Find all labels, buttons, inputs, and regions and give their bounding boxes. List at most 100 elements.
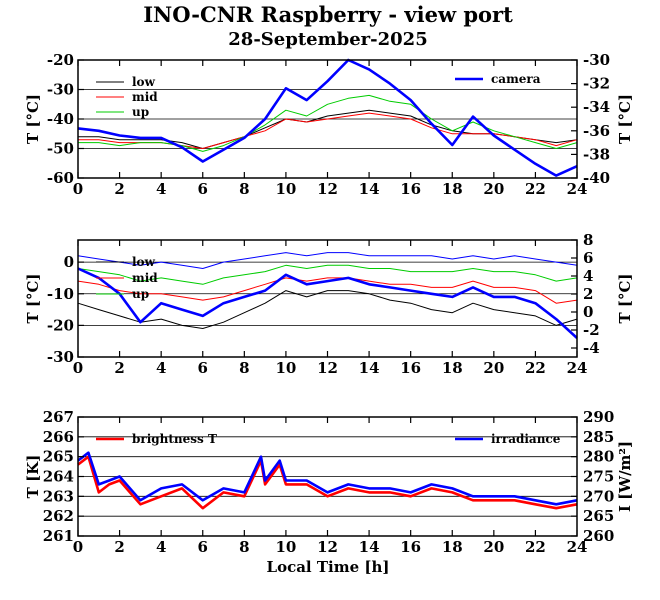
x-tick-label: 16 [400, 180, 421, 198]
y-right-tick-label: 2 [583, 285, 593, 303]
x-tick-label: 18 [442, 359, 463, 377]
y-right-tick-label: -4 [583, 339, 600, 357]
y-right-tick-label: -32 [583, 75, 610, 93]
x-tick-label: 24 [567, 359, 588, 377]
x-tick-label: 2 [114, 180, 124, 198]
x-tick-label: 22 [525, 538, 546, 556]
x-tick-label: 4 [156, 538, 166, 556]
x-tick-label: 18 [442, 538, 463, 556]
series-line-green [77, 264, 578, 285]
chart-date: 28-September-2025 [228, 29, 427, 50]
x-tick-label: 0 [73, 359, 83, 377]
legend-label: mid [132, 90, 158, 104]
y-tick-label: -20 [47, 51, 74, 69]
y-right-tick-label: 285 [583, 428, 614, 446]
y-right-axis-label: I [W/m²] [616, 441, 634, 512]
x-tick-label: 20 [483, 180, 504, 198]
legend-label: mid [132, 271, 158, 285]
x-tick-label: 24 [567, 180, 588, 198]
y-tick-label: 0 [64, 253, 74, 271]
legend-label: up [132, 287, 149, 301]
chart-title: INO-CNR Raspberry - view port [143, 2, 513, 27]
series-line-camera [77, 267, 578, 339]
y-tick-label: -30 [47, 81, 74, 99]
y-tick-label: 267 [43, 408, 74, 426]
x-tick-label: 22 [525, 180, 546, 198]
y-tick-label: 265 [43, 448, 74, 466]
x-tick-label: 20 [483, 359, 504, 377]
x-tick-label: 10 [275, 180, 296, 198]
legend-label: low [132, 255, 156, 269]
y-tick-label: 261 [43, 527, 74, 545]
series-line-irradiance [77, 451, 578, 506]
series-line-black [77, 290, 578, 329]
y-tick-label: -40 [47, 110, 74, 128]
series-line-brightness-T [77, 455, 578, 510]
y-right-tick-label: 6 [583, 249, 593, 267]
y-right-tick-label: -38 [583, 145, 610, 163]
x-tick-label: 22 [525, 359, 546, 377]
y-right-tick-label: 280 [583, 448, 614, 466]
y-right-tick-label: 265 [583, 507, 614, 525]
panel-top: 0 2 4 6 8 10 12 14 16 18 20 22 24-20-30-40-50-60-30-… [24, 51, 634, 198]
y-tick-label: 262 [43, 507, 74, 525]
y-right-axis-label: T [°C] [616, 273, 634, 323]
x-tick-label: 12 [317, 359, 338, 377]
series-line-blue [77, 252, 578, 269]
series-line-mid [78, 112, 578, 149]
x-tick-label: 8 [239, 538, 249, 556]
x-tick-label: 24 [567, 538, 588, 556]
y-right-tick-label: 0 [583, 303, 593, 321]
y-right-axis-label: T [°C] [616, 94, 634, 144]
x-tick-label: 20 [483, 538, 504, 556]
x-tick-label: 8 [239, 359, 249, 377]
x-tick-label: 2 [114, 359, 124, 377]
legend-label: irradiance [491, 432, 561, 446]
y-tick-label: -10 [47, 285, 74, 303]
y-tick-label: 263 [43, 487, 74, 505]
y-tick-label: -60 [47, 169, 74, 187]
y-right-tick-label: 8 [583, 231, 593, 249]
panel-middle: 0 2 4 6 8 10 12 14 16 18 20 22 240-10-20-3086420-2-4… [24, 231, 634, 377]
y-right-tick-label: 290 [583, 408, 614, 426]
y-tick-label: -20 [47, 316, 74, 334]
y-right-tick-label: 270 [583, 487, 614, 505]
x-tick-label: 14 [359, 538, 380, 556]
y-axis-label: T [°C] [24, 273, 42, 323]
x-tick-label: 2 [114, 538, 124, 556]
series-line-red [77, 277, 578, 304]
y-right-tick-label: -30 [583, 51, 610, 69]
y-right-tick-label: -36 [583, 122, 610, 140]
x-tick-label: 12 [317, 180, 338, 198]
x-tick-label: 18 [442, 180, 463, 198]
y-right-tick-label: -34 [583, 98, 610, 116]
x-tick-label: 16 [400, 359, 421, 377]
x-tick-label: 16 [400, 538, 421, 556]
y-axis-label: T [K] [24, 455, 42, 499]
y-tick-label: 266 [43, 428, 74, 446]
x-tick-label: 0 [73, 538, 83, 556]
x-tick-label: 4 [156, 359, 166, 377]
x-tick-label: 10 [275, 538, 296, 556]
legend-label: brightness T [132, 432, 217, 446]
x-tick-label: 0 [73, 180, 83, 198]
x-tick-label: 14 [359, 180, 380, 198]
legend-label: camera [491, 72, 541, 86]
x-tick-label: 6 [198, 180, 208, 198]
y-axis-label: T [°C] [24, 94, 42, 144]
x-tick-label: 12 [317, 538, 338, 556]
y-right-tick-label: 260 [583, 527, 614, 545]
y-tick-label: -50 [47, 140, 74, 158]
series-line-camera [77, 58, 578, 177]
x-tick-label: 6 [198, 538, 208, 556]
x-tick-label: 14 [359, 359, 380, 377]
legend-label: up [132, 105, 149, 119]
y-right-tick-label: 275 [583, 468, 614, 486]
y-right-tick-label: 4 [583, 267, 593, 285]
panel-bottom: 0 2 4 6 8 10 12 14 16 18 20 22 242672662652642632622… [24, 408, 634, 556]
x-tick-label: 4 [156, 180, 166, 198]
x-axis-label: Local Time [h] [267, 558, 390, 576]
y-tick-label: 264 [43, 468, 74, 486]
series-line-up [78, 94, 578, 152]
